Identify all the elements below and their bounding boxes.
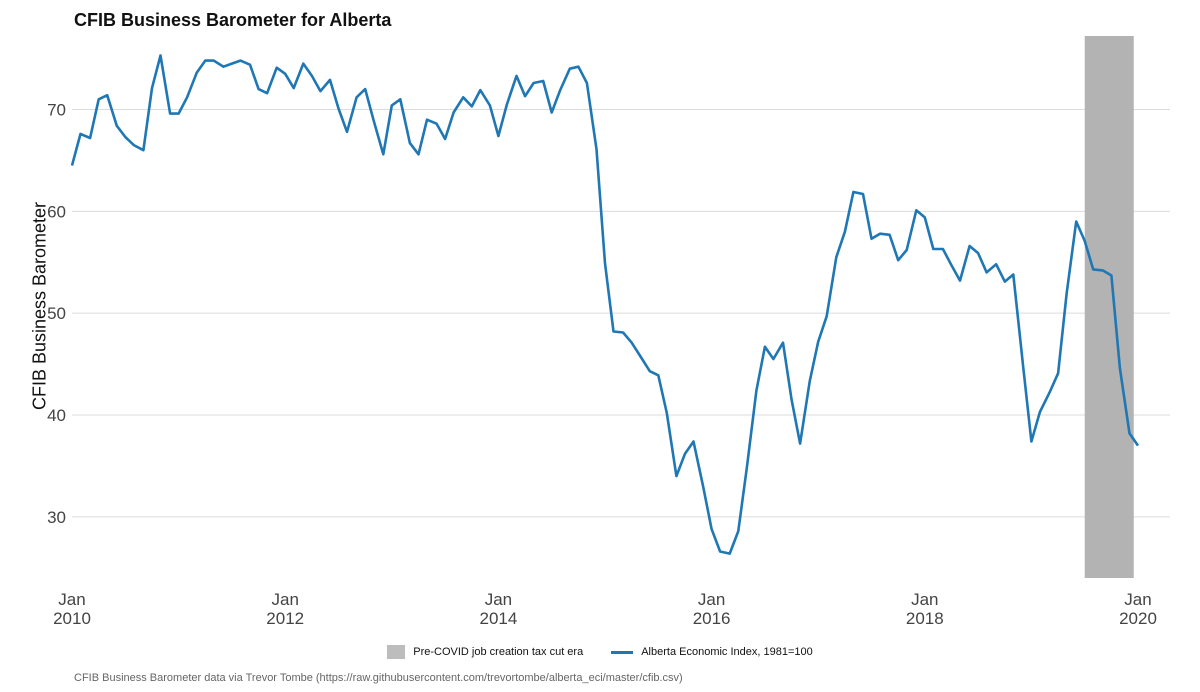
- legend: Pre-COVID job creation tax cut era Alber…: [0, 645, 1200, 659]
- legend-label-shaded: Pre-COVID job creation tax cut era: [413, 646, 584, 658]
- x-tick-label-year: 2018: [906, 609, 944, 628]
- legend-key-shaded: [387, 645, 406, 659]
- axis-ticks: 3040506070Jan2010Jan2012Jan2014Jan2016Ja…: [47, 100, 1157, 628]
- source-caption: CFIB Business Barometer data via Trevor …: [74, 672, 683, 684]
- x-tick-label-month: Jan: [698, 590, 725, 609]
- x-tick-label-year: 2012: [266, 609, 304, 628]
- x-tick-label-month: Jan: [1124, 590, 1151, 609]
- legend-key-line: [611, 650, 634, 654]
- x-tick-label-year: 2020: [1119, 609, 1157, 628]
- series-layer: [70, 54, 1140, 555]
- shaded-region-layer: [1084, 36, 1134, 578]
- legend-label-line: Alberta Economic Index, 1981=100: [641, 646, 813, 658]
- chart-title: CFIB Business Barometer for Alberta: [74, 10, 392, 30]
- x-tick-label-month: Jan: [485, 590, 512, 609]
- gridlines: [72, 108, 1170, 518]
- x-tick-label-year: 2010: [53, 609, 91, 628]
- x-tick-label-month: Jan: [911, 590, 938, 609]
- y-tick-label: 60: [47, 202, 66, 221]
- x-tick-label-year: 2016: [693, 609, 731, 628]
- x-tick-label-year: 2014: [479, 609, 517, 628]
- legend-item-line: Alberta Economic Index, 1981=100: [611, 646, 813, 658]
- y-tick-label: 50: [47, 304, 66, 323]
- x-tick-label-month: Jan: [271, 590, 298, 609]
- y-tick-label: 40: [47, 406, 66, 425]
- x-tick-label-month: Jan: [58, 590, 85, 609]
- y-tick-label: 30: [47, 508, 66, 527]
- shaded-region: [1084, 36, 1134, 578]
- y-tick-label: 70: [47, 100, 66, 119]
- series-line: [70, 54, 1140, 555]
- legend-item-shaded: Pre-COVID job creation tax cut era: [387, 645, 583, 659]
